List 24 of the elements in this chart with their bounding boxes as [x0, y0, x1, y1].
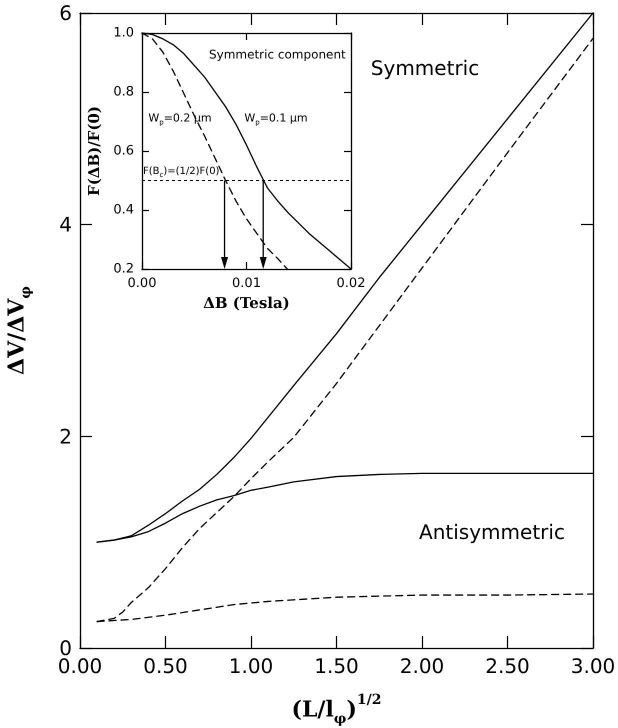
y-tick-label: 6: [59, 1, 72, 25]
x-tick-label: 0.02: [336, 276, 366, 291]
x-tick-label: 0.00: [128, 276, 156, 291]
y-tick-label: 0.6: [113, 144, 134, 158]
y-tick-label: 0.2: [113, 262, 134, 276]
x-tick-label: 1.50: [314, 654, 359, 678]
annotation: Antisymmetric: [419, 520, 565, 544]
y-axis-title: ΔV/ΔVφ: [4, 286, 34, 375]
x-tick-label: 0.00: [58, 654, 102, 678]
y-tick-label: 2: [59, 424, 72, 448]
text: Symmetric component: [209, 48, 346, 62]
x-tick-label: 1.00: [228, 654, 274, 678]
x-axis-title: ΔB (Tesla): [203, 294, 290, 312]
x-tick-label: 2.00: [400, 654, 444, 678]
annotation: Symmetric: [370, 56, 480, 80]
x-tick-label: 0.50: [143, 654, 188, 678]
x-tick-label: 2.50: [485, 654, 530, 678]
y-tick-label: 0.8: [113, 84, 134, 100]
x-tick-label: 0.01: [232, 276, 261, 291]
y-axis-title: F(ΔB)/F(0): [85, 106, 103, 196]
y-tick-label: 1.0: [113, 26, 134, 40]
y-tick-label: 4: [59, 212, 72, 237]
y-tick-label: 0.4: [113, 202, 134, 218]
x-tick-label: 3.00: [570, 654, 616, 678]
